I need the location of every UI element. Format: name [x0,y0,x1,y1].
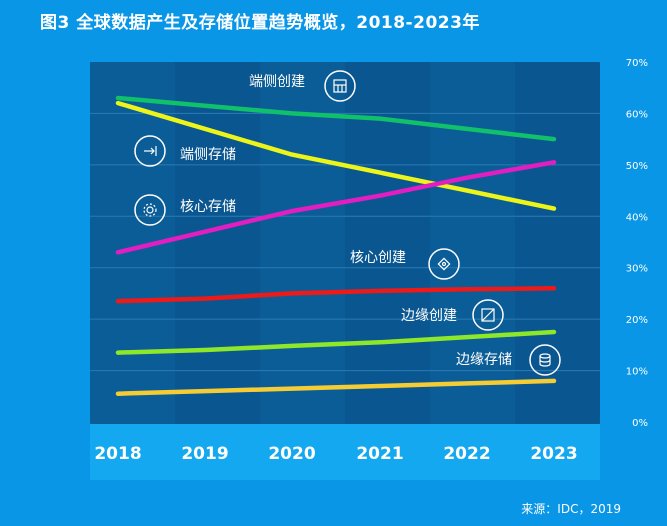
x-axis-band [90,424,600,480]
series-line [115,286,557,304]
x-tick-label: 2022 [443,444,490,464]
chart-title: 图3 全球数据产生及存储位置趋势概览，2018-2023年 [40,13,480,33]
gear-icon [143,203,157,217]
y-tick-label: 30% [626,264,648,275]
x-tick-label: 2021 [356,444,403,464]
y-tick-label: 70% [626,58,648,69]
x-tick-label: 2023 [530,444,577,464]
y-tick-label: 10% [626,367,648,378]
series-line [115,378,557,396]
grid-box-icon [481,308,495,322]
y-tick-label: 0% [632,418,648,429]
arrow-to-bar-icon [144,146,157,156]
source-note: 来源：IDC，2019 [521,502,621,516]
series-line [115,95,557,142]
chip-icon [437,257,451,271]
gear-icon-ring [134,194,166,226]
arrow-to-bar-icon-ring [134,135,166,167]
y-tick-label: 50% [626,161,648,172]
y-tick-label: 20% [626,315,648,326]
series-label: 核心创建 [350,250,406,266]
y-tick-label: 40% [626,212,648,223]
series-label: 核心存储 [180,199,236,215]
factory-icon-ring [324,70,356,102]
series-label: 端侧存储 [180,147,236,163]
x-tick-label: 2019 [181,444,228,464]
factory-icon [333,79,347,93]
series-line [115,329,557,355]
database-icon [539,353,551,367]
series-label: 边缘存储 [456,352,512,368]
x-tick-label: 2018 [94,444,141,464]
y-tick-label: 60% [626,109,648,120]
x-tick-label: 2020 [268,444,315,464]
plot-column-stripe [175,62,260,424]
series-label: 端侧创建 [249,74,305,90]
series-label: 边缘创建 [401,308,457,324]
series-line [115,100,557,211]
grid-box-icon-ring [472,299,504,331]
series-line [115,160,557,255]
database-icon-ring [529,344,561,376]
chip-icon-ring [428,248,460,280]
plot-column-stripe [515,62,600,424]
